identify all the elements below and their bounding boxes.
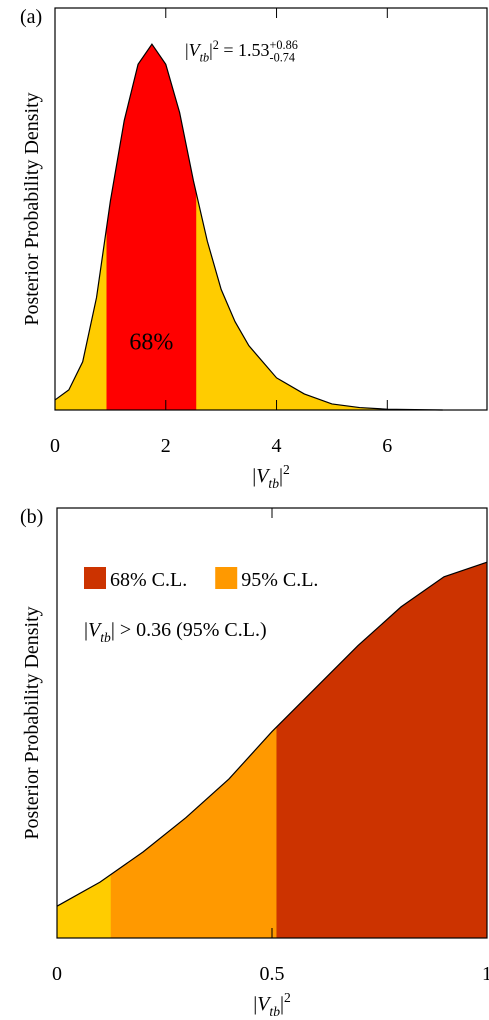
x-tick-label: 2: [161, 435, 171, 457]
x-tick-label: 1: [482, 963, 489, 985]
x-axis-label: |Vtb|2: [252, 462, 290, 491]
x-axis-label-part: V: [256, 465, 271, 487]
legend-label: 68% C.L.: [110, 569, 187, 591]
band: [106, 44, 197, 411]
curve: [56, 561, 488, 907]
y-axis-label: Posterior Probability Density: [21, 606, 43, 839]
curve: [54, 43, 443, 411]
annotation-part: tb: [100, 630, 111, 645]
band: [110, 727, 277, 938]
x-tick-label: 0: [52, 963, 62, 985]
annotation-part: 2: [213, 38, 219, 52]
annotation-part: -0.74: [270, 50, 295, 64]
x-axis-label-part: |: [253, 993, 257, 1015]
legend-swatch: [84, 567, 106, 589]
annotation-part: V: [189, 40, 202, 60]
legend-swatch: [215, 567, 238, 589]
annotation-part: tb: [200, 50, 210, 64]
y-axis-label: Posterior Probability Density: [21, 92, 43, 325]
x-axis-label-part: tb: [269, 1004, 280, 1019]
annotation: |Vtb|2 = 1.53+0.86 -0.74: [185, 38, 298, 65]
band-label: 68%: [129, 330, 173, 356]
x-axis-label-part: tb: [268, 476, 279, 491]
annotation-part: | > 0.36 (95% C.L.): [111, 619, 267, 641]
x-tick-label: 0: [50, 435, 60, 457]
panel-label: (a): [20, 6, 42, 28]
x-tick-label: 6: [382, 435, 392, 457]
annotation-part: |: [185, 40, 189, 60]
band: [276, 562, 487, 938]
panel-label: (b): [20, 506, 43, 528]
x-axis-label-part: |: [252, 465, 256, 487]
x-axis-label-part: |: [280, 993, 284, 1015]
x-axis-label: |Vtb|2: [253, 990, 291, 1019]
annotation: |Vtb| > 0.36 (95% C.L.): [84, 619, 267, 645]
annotation-part: = 1.53: [219, 40, 270, 60]
annotation-part: V: [88, 619, 103, 641]
x-tick-label: 4: [272, 435, 282, 457]
x-axis-label-part: 2: [284, 990, 291, 1005]
x-tick-label: 0.5: [260, 963, 285, 985]
x-axis-label-part: V: [257, 993, 272, 1015]
x-axis-label-part: |: [279, 465, 283, 487]
plot-frame: [54, 7, 488, 411]
x-axis-label-part: 2: [283, 462, 290, 477]
annotation-part: +0.86: [270, 38, 298, 52]
annotation-part: |: [84, 619, 88, 641]
legend-label: 95% C.L.: [241, 569, 318, 591]
annotation-part: |: [209, 40, 213, 60]
